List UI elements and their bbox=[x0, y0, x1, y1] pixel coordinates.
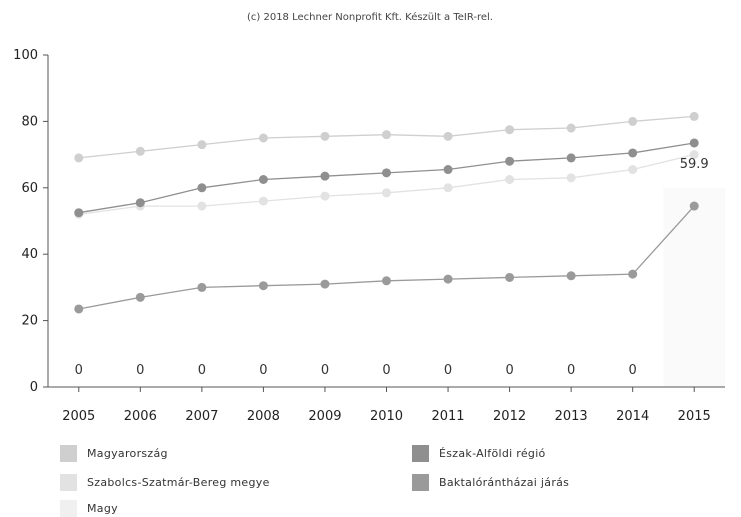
series-0-point bbox=[628, 116, 638, 126]
series-2-point bbox=[320, 191, 330, 201]
series-0-point bbox=[258, 133, 268, 143]
series-3-point bbox=[258, 281, 268, 291]
data-label: 0 bbox=[321, 363, 329, 378]
data-label: 0 bbox=[382, 363, 390, 378]
series-3-point bbox=[689, 201, 699, 211]
y-tick-label: 80 bbox=[21, 114, 38, 129]
series-2-point bbox=[443, 183, 453, 193]
data-label: 0 bbox=[259, 363, 267, 378]
series-1-point bbox=[628, 148, 638, 158]
series-3-point bbox=[382, 276, 391, 286]
series-3-point bbox=[135, 292, 145, 302]
series-1-point bbox=[382, 168, 391, 178]
series-2-line bbox=[78, 153, 695, 216]
series-3-point bbox=[505, 272, 515, 282]
y-tick-label: 100 bbox=[13, 48, 38, 63]
series-3-point bbox=[443, 274, 453, 284]
data-label: 0 bbox=[75, 363, 83, 378]
series-2-point bbox=[689, 150, 699, 160]
series-0-point bbox=[197, 140, 207, 150]
data-label: 0 bbox=[444, 363, 452, 378]
series-1-point bbox=[505, 156, 515, 166]
data-label: 0 bbox=[198, 363, 206, 378]
last-year-highlight bbox=[663, 187, 725, 387]
series-1-point bbox=[197, 183, 207, 193]
series-2-point bbox=[628, 165, 638, 175]
x-tick-label: 2006 bbox=[124, 409, 157, 424]
series-0-point bbox=[566, 123, 576, 133]
series-0-point bbox=[505, 125, 515, 135]
x-tick-label: 2015 bbox=[678, 409, 711, 424]
series-3-point bbox=[566, 271, 576, 281]
data-label: 0 bbox=[629, 363, 637, 378]
series-1-point bbox=[443, 165, 453, 175]
x-tick-label: 2011 bbox=[431, 409, 464, 424]
series-3-point bbox=[320, 279, 330, 289]
series-1-point bbox=[566, 153, 576, 163]
series-1-point bbox=[135, 198, 145, 208]
x-tick-label: 2010 bbox=[370, 409, 403, 424]
chart-credit: (c) 2018 Lechner Nonprofit Kft. Készült … bbox=[247, 11, 493, 23]
series-0-point bbox=[443, 131, 453, 141]
data-label: 59.9 bbox=[680, 157, 709, 172]
y-tick-label: 0 bbox=[30, 380, 38, 395]
series-3-point bbox=[74, 304, 84, 314]
plot-area: 0 20 40 60 80 100 2005 2006 2007 2008 2009 2010 2011… bbox=[13, 48, 725, 424]
series-1-point bbox=[74, 208, 84, 218]
series-1-point bbox=[689, 138, 699, 148]
series-0-point bbox=[689, 111, 699, 121]
x-tick-label: 2012 bbox=[493, 409, 526, 424]
series-0-point bbox=[74, 153, 84, 163]
series-3-point bbox=[197, 282, 207, 292]
series-2-point bbox=[258, 196, 268, 206]
x-tick-label: 2008 bbox=[247, 409, 280, 424]
series-2-point bbox=[197, 201, 207, 211]
x-tick-label: 2013 bbox=[555, 409, 588, 424]
series-3-point bbox=[628, 269, 638, 279]
data-label: 0 bbox=[567, 363, 575, 378]
series-1-line bbox=[78, 142, 695, 214]
series-2-point bbox=[382, 188, 391, 198]
series-3-line bbox=[78, 205, 695, 310]
series-0-point bbox=[135, 146, 145, 156]
y-tick-label: 20 bbox=[21, 314, 38, 329]
x-tick-label: 2014 bbox=[616, 409, 649, 424]
data-label: 0 bbox=[505, 363, 513, 378]
series-0-point bbox=[320, 131, 330, 141]
x-tick-label: 2009 bbox=[308, 409, 341, 424]
series-2-point bbox=[566, 173, 576, 183]
series-1-point bbox=[258, 175, 268, 184]
series-1-point bbox=[320, 171, 330, 181]
y-tick-label: 60 bbox=[21, 181, 38, 196]
series-0-point bbox=[382, 130, 391, 140]
data-label: 0 bbox=[136, 363, 144, 378]
y-tick-label: 40 bbox=[21, 247, 38, 262]
x-tick-label: 2007 bbox=[185, 409, 218, 424]
series-2-point bbox=[505, 175, 515, 184]
x-tick-label: 2005 bbox=[62, 409, 95, 424]
